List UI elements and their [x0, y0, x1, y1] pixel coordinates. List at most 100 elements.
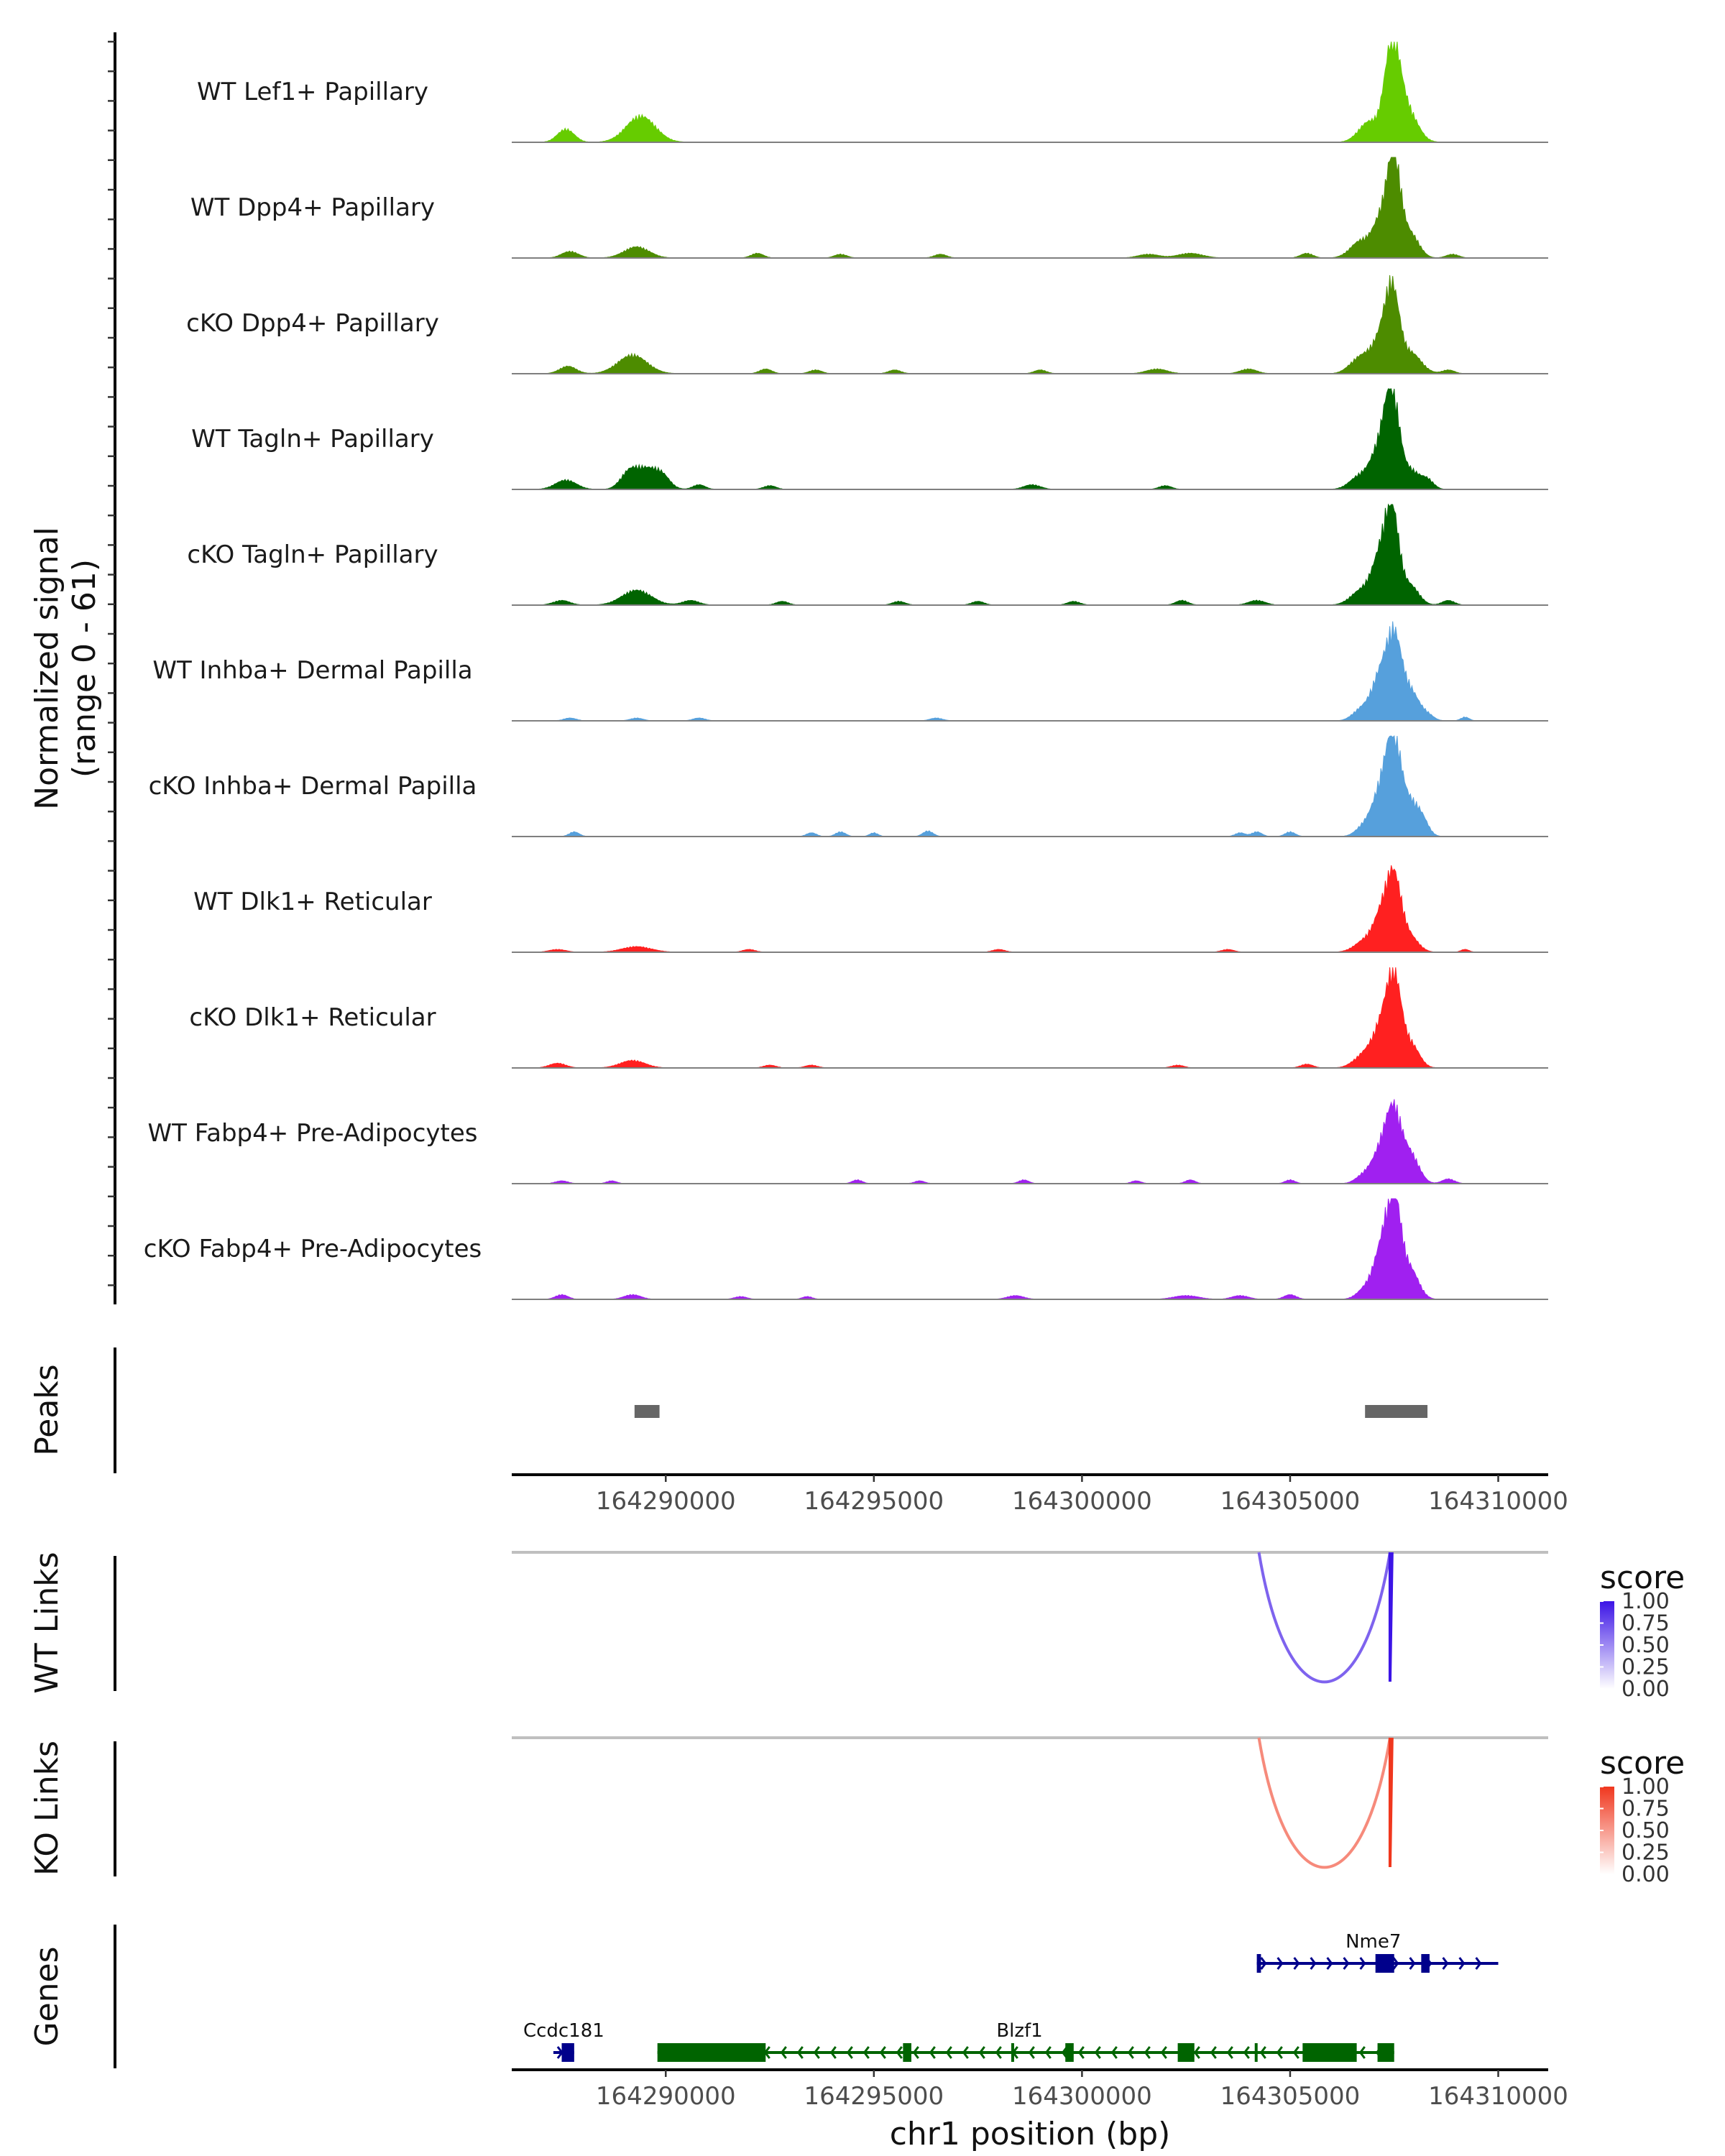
gene-exon [1065, 2043, 1074, 2062]
strand-arrow [912, 2046, 919, 2059]
track-label: cKO Tagln+ Papillary [187, 540, 438, 569]
strand-arrow [1193, 2046, 1200, 2059]
legend-tick-label: 0.25 [1622, 1655, 1670, 1680]
track-label: WT Fabp4+ Pre-Adipocytes [148, 1119, 478, 1148]
coverage-track: WT Inhba+ Dermal Papilla [152, 621, 1548, 722]
legend-title: score [1600, 1560, 1685, 1596]
peak-region [1365, 1405, 1428, 1418]
strand-arrow [1293, 1957, 1300, 1970]
x-axis-tick-label: 164305000 [1220, 2082, 1361, 2111]
coverage-signal-area [512, 388, 1548, 490]
legend-tick-label: 1.00 [1622, 1774, 1670, 1800]
track-label: cKO Inhba+ Dermal Papilla [149, 772, 477, 801]
coverage-signal-area [512, 157, 1548, 259]
legend-tick-label: 0.00 [1622, 1862, 1670, 1887]
links-track-label: WT Links [29, 1552, 65, 1693]
genes-track: Genes Nme7 Ccdc181 Blzf1 164290000 164295000 1… [29, 1925, 1568, 2152]
strand-arrow [1442, 1957, 1449, 1970]
strand-arrow [1276, 2046, 1283, 2059]
x-axis-title: chr1 position (bp) [890, 2116, 1171, 2152]
coverage-track: cKO Fabp4+ Pre-Adipocytes [144, 1198, 1548, 1300]
strand-arrow [1475, 1957, 1482, 1970]
coverage-track: cKO Dpp4+ Papillary [186, 275, 1548, 374]
coverage-track: WT Dpp4+ Papillary [190, 157, 1548, 259]
gene-exon [1377, 2043, 1394, 2062]
strand-arrow [1292, 2046, 1300, 2059]
coverage-track: WT Lef1+ Papillary [197, 41, 1548, 143]
strand-arrow [978, 2046, 985, 2059]
x-axis-tick-label: 164300000 [1012, 2082, 1152, 2111]
strand-arrow [1310, 1957, 1317, 1970]
strand-arrow [1028, 2046, 1035, 2059]
strand-arrow [829, 2046, 837, 2059]
gene-name-label: Nme7 [1346, 1931, 1401, 1953]
coverage-track: cKO Inhba+ Dermal Papilla [149, 734, 1548, 837]
legend-tick-label: 0.00 [1622, 1677, 1670, 1702]
legend-tick-label: 0.50 [1622, 1818, 1670, 1843]
strand-arrow [879, 2046, 886, 2059]
x-axis-tick-label: 164295000 [804, 1487, 944, 1516]
peak-region [634, 1405, 660, 1418]
gene-exon [1011, 2043, 1014, 2062]
gene-exon [561, 2043, 574, 2062]
track-label: WT Lef1+ Papillary [197, 78, 428, 106]
coverage-track: WT Tagln+ Papillary [191, 388, 1548, 490]
gene-model: Ccdc181 [523, 2020, 604, 2062]
gene-exon [657, 2043, 766, 2062]
strand-arrow [1359, 1957, 1366, 1970]
strand-arrow [1144, 2046, 1151, 2059]
gene-exon [1302, 2043, 1357, 2062]
coverage-signal-area [512, 503, 1548, 606]
peaks-track: Peaks 164290000 164295000 164300000 16430500… [29, 1348, 1568, 1516]
strand-arrow [962, 2046, 969, 2059]
strand-arrow [1226, 2046, 1233, 2059]
strand-arrow [995, 2046, 1002, 2059]
gene-model: Nme7 [1256, 1931, 1499, 1973]
coverage-y-axis-title: Normalized signal [29, 527, 65, 810]
coverage-signal-area [512, 865, 1548, 953]
strand-arrow [1077, 2046, 1085, 2059]
link-arc [1257, 1737, 1392, 1869]
link-arc [1388, 1737, 1394, 1868]
strand-arrow [1110, 2046, 1118, 2059]
track-label: WT Dlk1+ Reticular [193, 888, 432, 916]
x-axis-tick-label: 164300000 [1012, 1487, 1152, 1516]
legend-tick-label: 0.75 [1622, 1797, 1670, 1822]
strand-arrow [1127, 2046, 1134, 2059]
strand-arrow [1160, 2046, 1167, 2059]
strand-arrow [1243, 2046, 1250, 2059]
strand-arrow [1358, 2046, 1366, 2059]
coverage-track: WT Dlk1+ Reticular [193, 865, 1548, 953]
legend-tick-label: 0.25 [1622, 1841, 1670, 1866]
peaks-track-label: Peaks [29, 1364, 65, 1455]
legend-title: score [1600, 1745, 1685, 1782]
legend-tick-label: 1.00 [1622, 1589, 1670, 1614]
x-axis-tick-label: 164290000 [596, 1487, 736, 1516]
gene-name-label: Ccdc181 [523, 2020, 604, 2042]
strand-arrow [1259, 2046, 1266, 2059]
coverage-signal-area [512, 967, 1548, 1069]
strand-arrow [1260, 1957, 1267, 1970]
gene-exon [903, 2043, 911, 2062]
strand-arrow [1276, 1957, 1284, 1970]
strand-arrow [1326, 1957, 1333, 1970]
coverage-track: cKO Tagln+ Papillary [187, 503, 1548, 606]
track-label: WT Tagln+ Papillary [191, 425, 434, 453]
link-arc [1257, 1552, 1392, 1684]
strand-arrow [1409, 1957, 1416, 1970]
genes-track-label: Genes [29, 1946, 65, 2046]
gene-exon [1177, 2043, 1195, 2062]
strand-arrow [945, 2046, 952, 2059]
strand-arrow [862, 2046, 870, 2059]
strand-arrow [1343, 1957, 1350, 1970]
strand-arrow [846, 2046, 853, 2059]
legend-tick-label: 0.75 [1622, 1611, 1670, 1636]
x-axis-tick-label: 164310000 [1428, 2082, 1568, 2111]
strand-arrow [1210, 2046, 1217, 2059]
gene-exon [1375, 1954, 1394, 1973]
legend-tick-label: 0.50 [1622, 1633, 1670, 1658]
track-label: cKO Fabp4+ Pre-Adipocytes [144, 1235, 482, 1263]
